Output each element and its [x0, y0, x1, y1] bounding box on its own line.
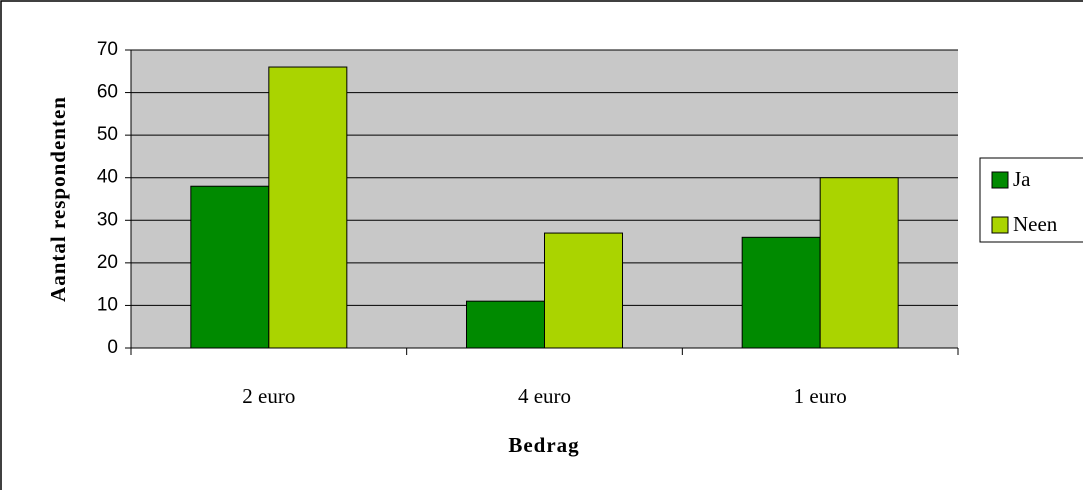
legend-label: Ja: [1013, 167, 1031, 191]
bar: [544, 232, 623, 349]
x-tick-label: 4 euro: [518, 384, 571, 408]
y-tick-label: 50: [97, 124, 118, 145]
y-axis-title: Aantal respondenten: [46, 96, 70, 302]
x-tick-label: 1 euro: [794, 384, 847, 408]
bar: [268, 66, 348, 349]
y-tick-label: 10: [97, 294, 118, 315]
y-tick-label: 40: [97, 167, 118, 188]
legend-swatch: [991, 216, 1009, 234]
bar: [741, 236, 821, 349]
y-tick-label: 20: [97, 252, 118, 273]
legend-swatch: [991, 171, 1009, 189]
bar: [819, 177, 899, 349]
bar: [466, 300, 545, 349]
x-tick-label: 2 euro: [242, 384, 295, 408]
y-tick-label: 60: [97, 82, 118, 103]
y-tick-label: 30: [97, 209, 118, 230]
y-tick-label: 0: [107, 337, 118, 358]
x-axis-title: Bedrag: [508, 433, 579, 457]
bar: [190, 185, 270, 349]
y-tick-label: 70: [97, 39, 118, 60]
legend-label: Neen: [1013, 212, 1058, 236]
